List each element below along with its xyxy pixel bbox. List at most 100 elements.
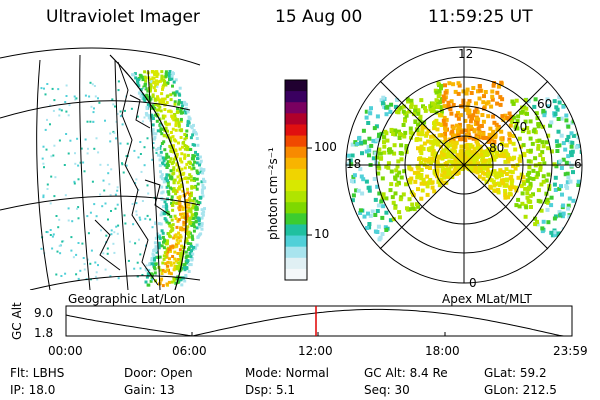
noise-pixel	[97, 151, 100, 154]
oval-pixel	[423, 108, 428, 113]
noise-pixel	[77, 164, 80, 167]
noise-pixel	[133, 149, 136, 152]
oval-pixel	[539, 208, 544, 213]
noise-pixel	[114, 207, 117, 210]
aurora-pixel	[192, 203, 196, 207]
oval-pixel	[466, 129, 471, 134]
aurora-pixel	[179, 259, 183, 263]
oval-pixel	[442, 148, 447, 153]
noise-pixel	[90, 105, 93, 108]
oval-pixel	[493, 188, 498, 193]
oval-pixel	[492, 81, 496, 85]
aurora-pixel	[159, 213, 163, 217]
colorbar-swatch	[285, 224, 307, 237]
oval-pixel	[476, 126, 481, 131]
oval-pixel	[564, 118, 569, 123]
oval-pixel	[474, 157, 479, 162]
aurora-pixel	[200, 180, 204, 184]
aurora-pixel	[153, 266, 156, 270]
noise-pixel	[116, 189, 119, 192]
aurora-pixel	[203, 207, 206, 211]
oval-pixel	[469, 165, 474, 170]
aurora-pixel	[164, 206, 168, 210]
oval-pixel	[492, 157, 497, 162]
oval-pixel	[467, 147, 472, 152]
aurora-pixel	[174, 259, 178, 263]
oval-pixel	[429, 134, 434, 139]
noise-pixel	[121, 123, 124, 126]
oval-pixel	[483, 161, 488, 166]
oval-pixel	[419, 167, 424, 172]
aurora-pixel	[190, 222, 194, 225]
oval-pixel	[381, 95, 386, 100]
oval-pixel	[372, 126, 377, 131]
aurora-pixel	[172, 279, 176, 283]
oval-pixel	[519, 110, 523, 115]
aurora-pixel	[187, 209, 191, 213]
oval-pixel	[480, 113, 485, 117]
oval-pixel	[403, 130, 408, 135]
noise-pixel	[84, 94, 87, 97]
noise-pixel	[106, 252, 109, 255]
oval-pixel	[569, 144, 574, 149]
colorbar-tick-10: 10	[314, 227, 330, 241]
oval-pixel	[407, 197, 412, 202]
oval-pixel	[386, 165, 391, 170]
oval-pixel	[394, 168, 399, 173]
info-door: Door: Open	[124, 366, 193, 380]
noise-pixel	[40, 247, 43, 250]
oval-pixel	[384, 196, 389, 201]
oval-pixel	[553, 188, 558, 192]
oval-pixel	[546, 133, 551, 138]
aurora-pixel	[156, 95, 159, 99]
oval-pixel	[510, 120, 515, 124]
alt-xtick-1800: 18:00	[425, 344, 460, 358]
oval-pixel	[449, 164, 454, 169]
aurora-pixel	[174, 78, 178, 82]
aurora-pixel	[178, 208, 182, 212]
aurora-pixel	[182, 213, 186, 217]
aurora-pixel	[158, 237, 162, 240]
noise-pixel	[84, 138, 87, 141]
noise-pixel	[89, 211, 92, 214]
oval-pixel	[465, 87, 470, 92]
aurora-pixel	[174, 128, 178, 132]
oval-pixel	[419, 151, 424, 156]
oval-pixel	[451, 103, 456, 107]
oval-pixel	[493, 182, 498, 186]
oval-pixel	[564, 160, 569, 165]
oval-pixel	[418, 114, 423, 119]
aurora-pixel	[162, 205, 165, 209]
aurora-pixel	[192, 245, 196, 249]
noise-pixel	[46, 83, 49, 85]
aurora-pixel	[145, 275, 149, 279]
noise-pixel	[52, 154, 55, 157]
oval-pixel	[553, 175, 558, 180]
oval-pixel	[443, 167, 448, 172]
aurora-pixel	[194, 150, 197, 154]
aurora-pixel	[168, 257, 171, 261]
aurora-pixel	[153, 89, 157, 93]
oval-pixel	[517, 204, 522, 209]
oval-pixel	[410, 202, 415, 207]
aurora-pixel	[169, 249, 172, 253]
noise-pixel	[114, 105, 116, 108]
aurora-pixel	[182, 266, 186, 270]
oval-pixel	[360, 151, 364, 156]
aurora-pixel	[142, 97, 146, 101]
noise-pixel	[91, 83, 94, 86]
aurora-pixel	[165, 154, 169, 158]
noise-pixel	[146, 184, 149, 187]
oval-pixel	[557, 100, 562, 105]
aurora-pixel	[155, 148, 159, 152]
oval-pixel	[503, 159, 508, 164]
oval-pixel	[412, 170, 417, 175]
aurora-pixel	[194, 214, 198, 218]
noise-pixel	[145, 264, 148, 267]
oval-pixel	[425, 165, 429, 170]
noise-pixel	[121, 162, 123, 165]
noise-pixel	[52, 233, 55, 236]
colorbar-swatch	[285, 146, 307, 159]
aurora-pixel	[154, 79, 158, 83]
aurora-pixel	[161, 114, 165, 118]
